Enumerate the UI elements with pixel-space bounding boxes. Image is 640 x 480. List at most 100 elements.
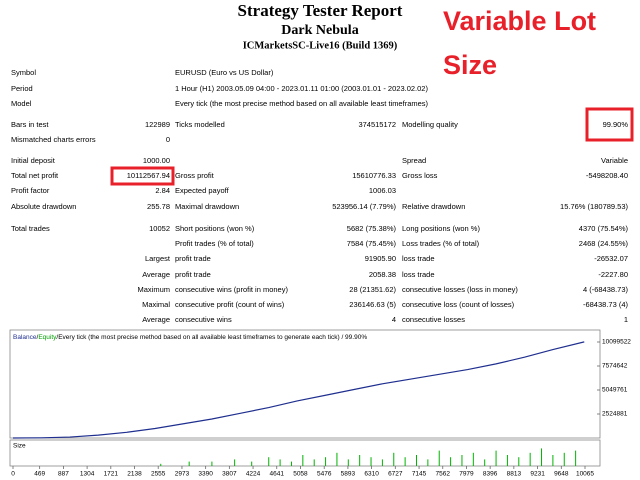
table-cell: 523956.14 (7.79%) [332, 202, 396, 211]
report-subtitle: Dark Nebula [281, 23, 358, 38]
report-server: ICMarketsSC-Live16 (Build 1369) [243, 40, 398, 51]
table-cell: 4370 (75.54%) [579, 224, 629, 233]
report-title: Strategy Tester Report [238, 1, 403, 20]
x-tick-label: 5893 [341, 471, 356, 478]
balance-chart-frame [9, 329, 601, 439]
y-tick-label: 2524881 [602, 411, 628, 418]
table-cell: profit trade [175, 254, 211, 263]
table-cell: consecutive losses (loss in money) [402, 285, 518, 294]
table-cell: Maximal drawdown [175, 202, 239, 211]
table-cell: 15.76% (180789.53) [560, 202, 628, 211]
table-cell: 1000.00 [143, 156, 170, 165]
size-bar [541, 448, 543, 466]
table-cell: consecutive wins [175, 315, 232, 324]
table-cell: -2227.80 [598, 270, 628, 279]
legend-separator: / [56, 334, 58, 341]
size-bar [529, 452, 531, 466]
legend-balance: Balance [13, 334, 37, 341]
x-tick-label: 6310 [364, 471, 379, 478]
table-cell: Variable [601, 156, 628, 165]
legend-separator: / [37, 334, 39, 341]
table-cell: profit trade [175, 270, 211, 279]
table-cell: Symbol [11, 68, 36, 77]
size-bar [313, 459, 315, 466]
table-cell: Average [142, 270, 170, 279]
table-cell: -5498208.40 [586, 171, 628, 180]
table-cell: 28 (21351.62) [349, 285, 396, 294]
x-tick-label: 6727 [388, 471, 403, 478]
x-tick-label: 9231 [530, 471, 545, 478]
table-cell: Modelling quality [402, 120, 458, 129]
size-bar [234, 459, 236, 466]
table-cell: consecutive profit (count of wins) [175, 300, 285, 309]
size-bar [251, 461, 253, 466]
size-bar [484, 459, 486, 466]
table-cell: Every tick (the most precise method base… [175, 99, 429, 108]
size-bar [495, 450, 497, 466]
table-cell: Initial deposit [11, 156, 56, 165]
x-tick-label: 3390 [198, 471, 213, 478]
x-tick-label: 469 [34, 471, 45, 478]
table-cell: 2468 (24.55%) [579, 239, 629, 248]
size-bar [518, 457, 520, 466]
table-cell: Largest [145, 254, 171, 263]
legend-text: Every tick (the most precise method base… [58, 334, 367, 341]
x-tick-label: 4224 [246, 471, 261, 478]
table-cell: consecutive wins (profit in money) [175, 285, 288, 294]
x-tick-label: 1721 [104, 471, 119, 478]
x-tick-label: 8813 [507, 471, 522, 478]
size-bar [450, 457, 452, 466]
size-bar [370, 457, 372, 466]
size-chart-frame [9, 439, 601, 467]
table-cell: 5682 (75.38%) [347, 224, 397, 233]
size-bar [188, 461, 190, 466]
size-bar [347, 459, 349, 466]
size-bar [552, 455, 554, 466]
table-cell: Gross profit [175, 171, 215, 180]
table-cell: Maximum [137, 285, 170, 294]
x-tick-label: 2973 [175, 471, 190, 478]
x-tick-label: 0 [11, 471, 15, 478]
table-cell: Long positions (won %) [402, 224, 480, 233]
table-cell: Maximal [142, 300, 170, 309]
table-cell: 1 Hour (H1) 2003.05.09 04:00 - 2023.01.1… [175, 84, 428, 93]
size-bar [575, 450, 577, 466]
table-cell: Spread [402, 156, 426, 165]
table-cell: Profit factor [11, 186, 50, 195]
annotation: Size [443, 50, 497, 80]
x-tick-label: 2555 [151, 471, 166, 478]
table-cell: 99.90% [603, 120, 629, 129]
x-tick-label: 2138 [127, 471, 142, 478]
x-tick-label: 3807 [222, 471, 237, 478]
size-bar [393, 452, 395, 466]
x-tick-label: 10065 [576, 471, 594, 478]
size-bar [506, 455, 508, 466]
table-cell: Short positions (won %) [175, 224, 255, 233]
y-tick-label: 7574642 [602, 363, 628, 370]
table-cell: consecutive losses [402, 315, 465, 324]
table-cell: loss trade [402, 254, 435, 263]
table-cell: Average [142, 315, 170, 324]
size-label: Size [13, 443, 26, 450]
table-cell: 4 [392, 315, 396, 324]
table-cell: Period [11, 84, 33, 93]
size-bar [461, 455, 463, 466]
table-cell: Bars in test [11, 120, 49, 129]
y-tick-label: 5049761 [602, 387, 628, 394]
highlight-box [110, 166, 175, 186]
table-cell: Absolute drawdown [11, 202, 76, 211]
size-bar [404, 457, 406, 466]
size-bar [325, 457, 327, 466]
table-cell: 4 (-68438.73) [583, 285, 629, 294]
size-bar [302, 455, 304, 466]
table-cell: Total trades [11, 224, 50, 233]
size-bar [438, 450, 440, 466]
x-tick-label: 5058 [293, 471, 308, 478]
size-bar [359, 455, 361, 466]
table-cell: 7584 (75.45%) [347, 239, 397, 248]
x-tick-label: 7979 [459, 471, 474, 478]
table-cell: Loss trades (% of total) [402, 239, 480, 248]
table-cell: 255.78 [147, 202, 170, 211]
table-cell: 2.84 [155, 186, 170, 195]
